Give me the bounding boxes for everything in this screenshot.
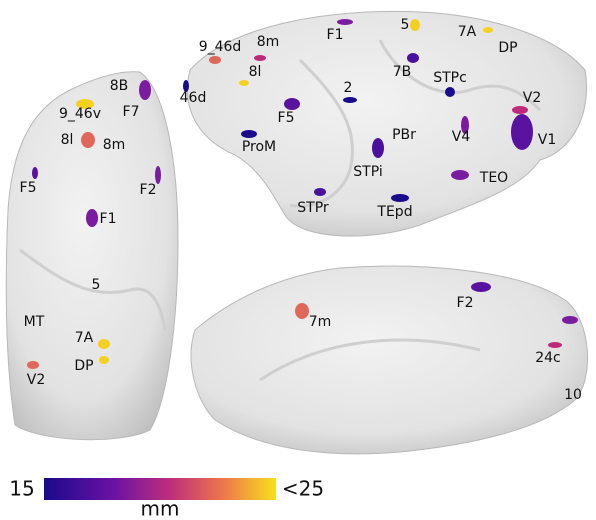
colorbar: 15 <25 mm — [9, 477, 324, 520]
region-label: F7 — [123, 104, 140, 120]
region-label: 24c — [535, 350, 561, 366]
region-label: 9_46d — [199, 39, 242, 55]
region-label: TEpd — [376, 204, 412, 220]
colorbar-min: 15 — [9, 477, 34, 501]
region-label: F5 — [20, 180, 37, 196]
region-label: STPi — [353, 164, 382, 180]
region-label: 7B — [393, 64, 412, 80]
region-label: STPr — [297, 200, 329, 216]
region-label: 46d — [180, 90, 207, 106]
region-label: 7A — [458, 24, 477, 40]
region-label: 5 — [401, 17, 410, 33]
region-label: 8m — [257, 34, 280, 50]
region-label: DP — [498, 40, 517, 56]
region-label: 8l — [61, 132, 74, 148]
region-label: F1 — [327, 27, 344, 43]
region-label: 8B — [110, 78, 129, 94]
brain-surfaces — [6, 11, 587, 453]
region-label: F1 — [100, 211, 117, 227]
region-label: DP — [74, 358, 93, 374]
region-label: 5 — [92, 277, 101, 293]
region-label: V2 — [523, 90, 541, 106]
region-label: 10 — [564, 387, 582, 403]
region-label: STPc — [433, 70, 467, 86]
region-label: MT — [24, 314, 45, 330]
region-label: 9_46v — [59, 106, 101, 122]
region-label: PBr — [392, 127, 416, 143]
colorbar-unit: mm — [141, 497, 180, 520]
region-label: V4 — [452, 129, 471, 145]
region-label: TEO — [479, 170, 508, 186]
region-label: ProM — [242, 139, 276, 155]
region-label: 7m — [309, 314, 332, 330]
region-label: F5 — [278, 110, 295, 126]
region-label: 8l — [249, 64, 262, 80]
region-label: 2 — [344, 80, 353, 96]
region-label: F2 — [140, 182, 157, 198]
region-label: V2 — [27, 372, 45, 388]
region-label: 8m — [103, 137, 126, 153]
region-label: 7A — [75, 330, 94, 346]
region-label: F2 — [457, 295, 474, 311]
colorbar-max: <25 — [282, 477, 324, 501]
region-label: V1 — [538, 132, 556, 148]
figure: F1 5 7A DP 9_46d 8m 8l 7B STPc 46d 2 V2 … — [0, 0, 596, 520]
